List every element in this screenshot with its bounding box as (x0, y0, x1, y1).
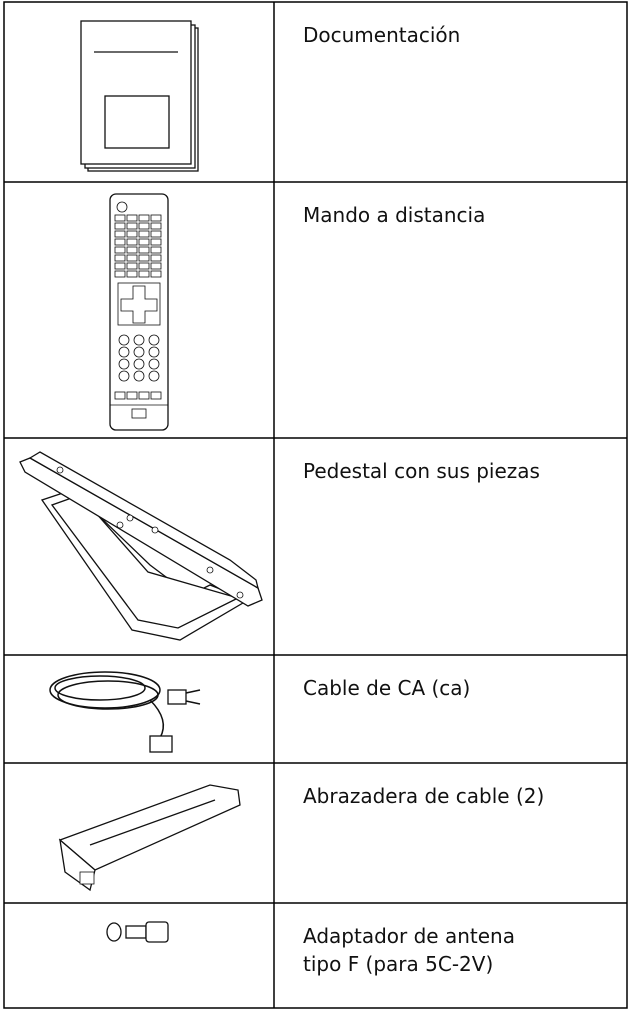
remote-button (138, 391, 150, 400)
remote-button (126, 214, 138, 222)
remote-button (150, 230, 162, 238)
remote-button (114, 391, 126, 400)
row-label: Abrazadera de cable (2) (303, 784, 544, 808)
remote-button (150, 254, 162, 262)
remote-button (138, 238, 150, 246)
remote-key (148, 346, 160, 358)
remote-button (150, 246, 162, 254)
remote-key (133, 358, 145, 370)
remote-button (114, 246, 126, 254)
row-label: Cable de CA (ca) (303, 676, 470, 700)
remote-key (133, 346, 145, 358)
row-label: Mando a distancia (303, 203, 485, 227)
remote-key (133, 334, 145, 346)
remote-button (150, 238, 162, 246)
remote-button (138, 230, 150, 238)
remote-button (138, 254, 150, 262)
remote-key (118, 334, 130, 346)
clamp-icon (58, 784, 241, 892)
table-borders (3, 1, 628, 1009)
remote-button (126, 238, 138, 246)
remote-button (126, 254, 138, 262)
remote-button (138, 222, 150, 230)
remote-button (150, 262, 162, 270)
stand-icon (19, 451, 263, 641)
remote-button (114, 238, 126, 246)
remote-key (118, 358, 130, 370)
remote-button (114, 230, 126, 238)
remote-key (118, 346, 130, 358)
remote-button (126, 262, 138, 270)
remote-button (126, 391, 138, 400)
row-label: Adaptador de antena (303, 924, 515, 948)
remote-button (114, 254, 126, 262)
remote-button (150, 391, 162, 400)
cable-icon (49, 671, 201, 753)
remote-button (114, 222, 126, 230)
remote-button (138, 270, 150, 278)
remote-button (114, 214, 126, 222)
row-label: tipo F (para 5C-2V) (303, 952, 493, 976)
remote-button (126, 230, 138, 238)
remote-key (133, 370, 145, 382)
remote-button (138, 214, 150, 222)
row-label: Documentación (303, 23, 460, 47)
remote-button (138, 262, 150, 270)
remote-button (150, 214, 162, 222)
adapter-icon (106, 921, 169, 943)
remote-button (126, 270, 138, 278)
documentation-icon (80, 20, 199, 172)
remote-button (150, 222, 162, 230)
remote-key (148, 358, 160, 370)
remote-icon (109, 193, 169, 431)
remote-button (150, 270, 162, 278)
remote-button (126, 246, 138, 254)
remote-button (114, 262, 126, 270)
remote-button (114, 270, 126, 278)
row-label: Pedestal con sus piezas (303, 459, 540, 483)
remote-key (148, 334, 160, 346)
remote-key (118, 370, 130, 382)
remote-button (138, 246, 150, 254)
remote-key (148, 370, 160, 382)
remote-button (126, 222, 138, 230)
